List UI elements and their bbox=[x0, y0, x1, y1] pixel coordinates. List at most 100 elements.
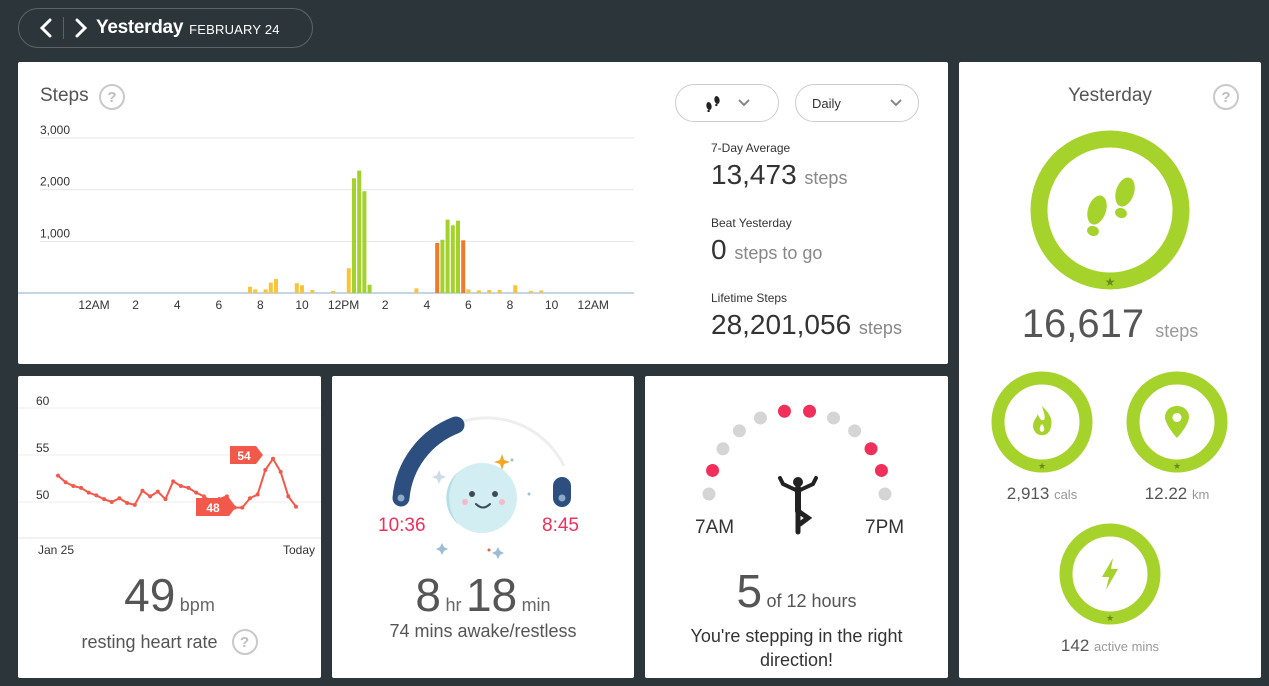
hourly-count: 5 of 12 hours bbox=[645, 564, 948, 618]
steps-bar[interactable] bbox=[513, 285, 518, 293]
active-minutes-unit: active mins bbox=[1094, 639, 1160, 654]
heart-rate-unit: bpm bbox=[179, 595, 215, 615]
heart-rate-point bbox=[132, 502, 137, 507]
flame-icon bbox=[1033, 406, 1052, 436]
beat-yesterday-number: 0 bbox=[711, 234, 727, 265]
summary-help-icon[interactable]: ? bbox=[1213, 84, 1239, 110]
sleep-awake-text: 74 mins awake/restless bbox=[389, 621, 577, 641]
steps-bar[interactable] bbox=[357, 170, 362, 293]
heart-rate-point bbox=[56, 473, 60, 478]
steps-bar[interactable] bbox=[435, 242, 440, 293]
beat-yesterday-value: 0 steps to go bbox=[711, 234, 822, 266]
steps-bar[interactable] bbox=[248, 286, 252, 293]
sleep-end-time: 8:45 bbox=[542, 515, 579, 536]
steps-bar[interactable] bbox=[331, 290, 336, 293]
steps-total-unit: steps bbox=[1155, 321, 1199, 341]
x-axis-end-label: Today bbox=[283, 543, 315, 557]
activity-type-dropdown[interactable] bbox=[675, 84, 779, 122]
calories-ring[interactable]: ★ bbox=[990, 370, 1094, 474]
steps-bar[interactable] bbox=[414, 288, 419, 293]
heart-rate-point bbox=[194, 490, 199, 495]
distance-total: 12.22 km bbox=[1125, 484, 1229, 504]
goal-star-icon: ★ bbox=[1105, 275, 1116, 289]
heart-rate-point bbox=[117, 496, 122, 501]
hour-dot bbox=[732, 424, 746, 438]
previous-day-button[interactable] bbox=[35, 10, 57, 46]
goal-star-icon: ★ bbox=[1173, 461, 1181, 471]
steps-bar[interactable] bbox=[497, 289, 502, 293]
steps-bar[interactable] bbox=[352, 178, 356, 293]
heart-rate-point bbox=[294, 504, 298, 509]
goal-star-icon: ★ bbox=[1038, 461, 1046, 471]
heart-rate-point bbox=[171, 479, 176, 484]
hourly-message: You're stepping in the right direction! bbox=[690, 626, 903, 670]
steps-bar[interactable] bbox=[476, 290, 481, 293]
steps-bar[interactable] bbox=[346, 268, 351, 293]
steps-bar[interactable] bbox=[461, 240, 466, 293]
x-tick-label: 4 bbox=[174, 298, 181, 312]
x-tick-label: 6 bbox=[215, 298, 222, 312]
distance-value: 12.22 bbox=[1144, 484, 1188, 503]
moon-face-icon bbox=[446, 463, 517, 533]
steps-bar[interactable] bbox=[310, 289, 315, 293]
heart-rate-point bbox=[201, 494, 206, 499]
chevron-left-icon bbox=[40, 18, 52, 38]
steps-bar[interactable] bbox=[445, 219, 450, 293]
summary-card: Yesterday ? ★ 16,617 steps ★ 2,913 cals … bbox=[959, 62, 1261, 678]
page-title: Yesterday bbox=[96, 17, 184, 38]
steps-bar[interactable] bbox=[274, 279, 278, 293]
heart-rate-help-icon[interactable]: ? bbox=[231, 629, 258, 655]
hour-dot bbox=[706, 463, 720, 477]
heart-rate-point bbox=[240, 505, 245, 510]
range-select[interactable]: Daily bbox=[795, 84, 919, 122]
steps-bar[interactable] bbox=[487, 289, 492, 293]
y-tick-label: 1,000 bbox=[40, 226, 70, 240]
active-minutes-value: 142 bbox=[1060, 636, 1090, 655]
steps-bar[interactable] bbox=[466, 289, 471, 293]
hourly-count-text: of 12 hours bbox=[766, 591, 857, 611]
steps-bar[interactable] bbox=[456, 220, 460, 293]
steps-help-icon[interactable]: ? bbox=[99, 84, 125, 110]
steps-bar[interactable] bbox=[268, 282, 273, 293]
hourly-count-value: 5 bbox=[736, 565, 763, 617]
footprints-icon bbox=[1087, 177, 1135, 237]
steps-bar[interactable] bbox=[253, 289, 258, 293]
distance-ring[interactable]: ★ bbox=[1125, 370, 1229, 474]
steps-bar[interactable] bbox=[362, 191, 367, 293]
hourly-activity-card[interactable]: 7AM 7PM 5 of 12 hours You're stepping in… bbox=[645, 376, 948, 678]
beat-yesterday-label: Beat Yesterday bbox=[711, 216, 792, 230]
steps-bar[interactable] bbox=[539, 290, 544, 293]
steps-bar[interactable] bbox=[300, 285, 304, 293]
hourly-dots bbox=[702, 404, 892, 501]
steps-bar[interactable] bbox=[294, 283, 299, 293]
sleep-card[interactable]: 10:36 8:45 8 hr 18 min 74 mins awake/res… bbox=[332, 376, 634, 678]
summary-title: Yesterday bbox=[1068, 85, 1152, 106]
page-date: FEBRUARY 24 bbox=[189, 22, 280, 37]
lifetime-steps-unit: steps bbox=[858, 318, 902, 338]
heart-rate-point bbox=[94, 493, 99, 498]
beat-yesterday-unit: steps to go bbox=[734, 243, 823, 263]
x-tick-label: 8 bbox=[257, 298, 264, 312]
hour-dot bbox=[702, 487, 716, 501]
y-tick-label: 60 bbox=[36, 394, 50, 408]
heart-rate-point bbox=[140, 488, 145, 493]
steps-bar[interactable] bbox=[450, 225, 455, 293]
hourly-end-label: 7PM bbox=[865, 517, 905, 538]
steps-bar[interactable] bbox=[528, 290, 533, 293]
hour-dot bbox=[878, 487, 892, 501]
sleep-minutes-unit: min bbox=[521, 595, 551, 615]
heart-rate-card[interactable]: 60 55 50 54 48 Jan 25 Today 49 bpm resting… bbox=[18, 376, 321, 678]
next-day-button[interactable] bbox=[70, 10, 92, 46]
steps-ring[interactable]: ★ bbox=[1028, 128, 1192, 292]
steps-bar[interactable] bbox=[440, 239, 445, 293]
steps-bar[interactable] bbox=[263, 289, 268, 293]
x-tick-label: 4 bbox=[423, 298, 430, 312]
heart-rate-chart: 60 55 50 54 48 Jan 25 Today bbox=[18, 394, 321, 557]
resting-heart-rate-caption: resting heart rate ? bbox=[18, 629, 321, 655]
active-minutes-ring[interactable]: ★ bbox=[1058, 522, 1162, 626]
distance-unit: km bbox=[1191, 487, 1210, 502]
hour-dot bbox=[848, 424, 862, 438]
hour-dot bbox=[716, 442, 730, 456]
steps-bar[interactable] bbox=[367, 284, 372, 293]
heart-rate-point bbox=[86, 490, 91, 495]
